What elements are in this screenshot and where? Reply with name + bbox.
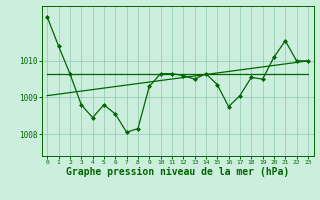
X-axis label: Graphe pression niveau de la mer (hPa): Graphe pression niveau de la mer (hPa) bbox=[66, 167, 289, 177]
